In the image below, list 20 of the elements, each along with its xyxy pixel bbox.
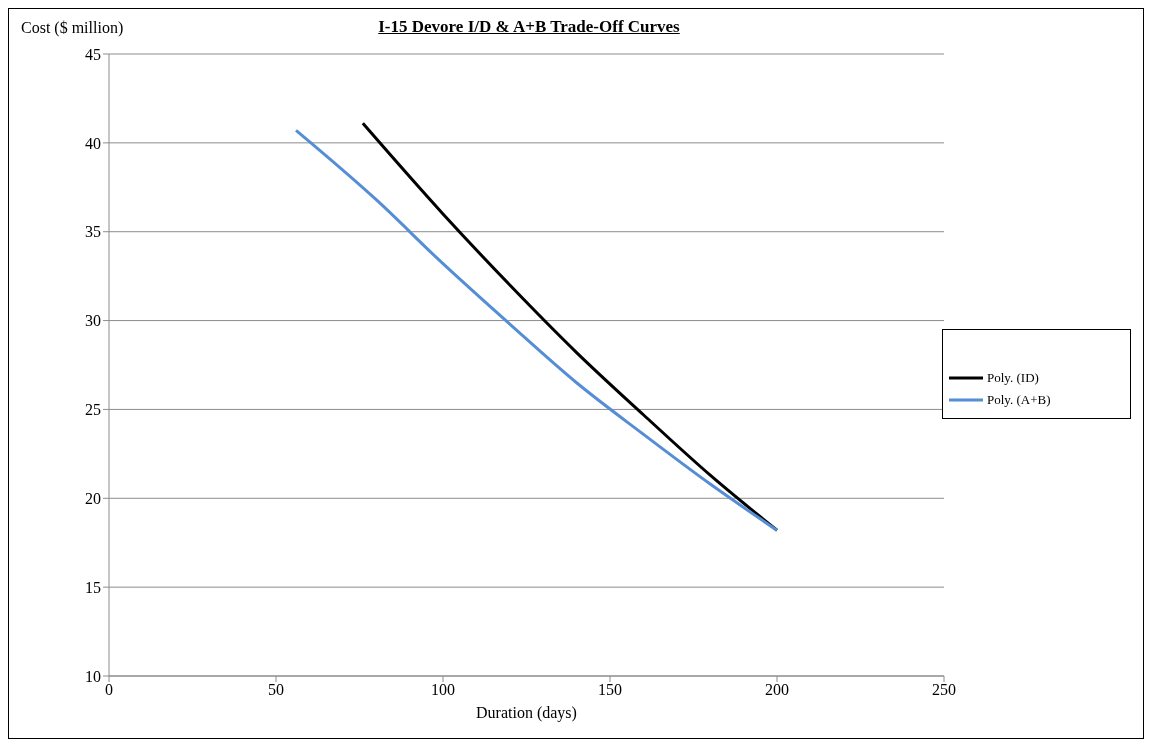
chart-title: I-15 Devore I/D & A+B Trade-Off Curves (378, 17, 680, 36)
y-tick-label: 25 (85, 401, 101, 419)
y-tick-label: 35 (85, 223, 101, 241)
x-tick-label: 0 (105, 681, 113, 699)
x-tick-label: 100 (431, 681, 455, 699)
line-series (294, 128, 779, 532)
y-tick-label: 45 (85, 45, 101, 63)
x-tick-label: 50 (268, 681, 284, 699)
y-tick-label: 15 (85, 578, 101, 596)
y-axis-title: Cost ($ million) (21, 19, 124, 37)
x-tick-label: 150 (598, 681, 622, 699)
legend-label: Poly. (ID) (987, 369, 1039, 386)
y-tick-label: 20 (85, 489, 101, 507)
legend-label: Poly. (A+B) (987, 391, 1051, 408)
y-tick-label: 30 (85, 312, 101, 330)
x-tick-label: 250 (932, 681, 956, 699)
x-tick-label: 200 (765, 681, 789, 699)
y-tick-label: 40 (85, 134, 101, 152)
y-tick-label: 10 (85, 667, 101, 685)
x-axis-title: Duration (days) (476, 704, 577, 722)
